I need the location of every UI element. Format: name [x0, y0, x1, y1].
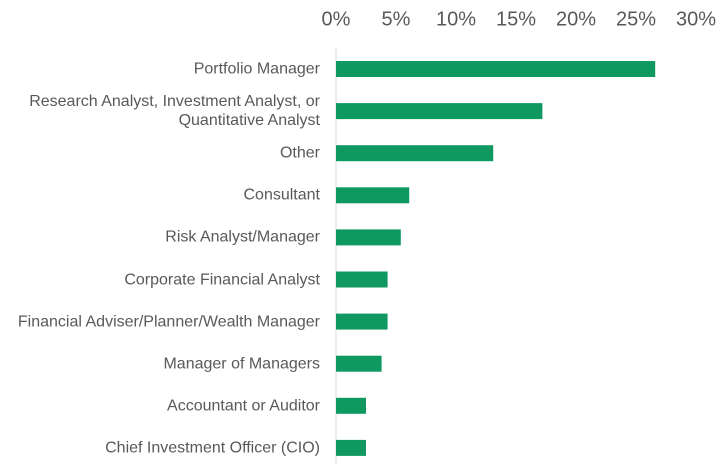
bar [336, 61, 656, 77]
y-tick-label: Consultant [243, 186, 321, 204]
y-tick-label: Risk Analyst/Manager [165, 228, 320, 246]
bar [336, 145, 494, 162]
y-tick-label: Chief Investment Officer (CIO) [105, 439, 320, 457]
x-tick-label: 25% [616, 8, 656, 30]
bar [336, 397, 366, 414]
y-tick-label: Accountant or Auditor [167, 397, 320, 415]
y-tick-label: Financial Adviser/Planner/Wealth Manager [17, 313, 320, 331]
bar [336, 187, 410, 204]
x-tick-label: 15% [496, 8, 536, 30]
x-tick-label: 5% [382, 8, 411, 30]
x-tick-label: 10% [436, 8, 476, 30]
bar [336, 439, 366, 456]
bar [336, 229, 401, 246]
x-tick-label: 0% [322, 8, 351, 30]
x-tick-label: 30% [676, 8, 716, 30]
bar [336, 355, 382, 372]
y-tick-label: Other [279, 144, 320, 162]
y-tick-label: Manager of Managers [163, 355, 320, 373]
bar [336, 103, 543, 120]
y-tick-label: Corporate Financial Analyst [124, 271, 320, 288]
y-tick-label: Portfolio Manager [193, 60, 320, 78]
bar [336, 271, 388, 288]
x-tick-label: 20% [556, 8, 596, 30]
y-tick-label: Research Analyst, Investment Analyst, or… [29, 93, 320, 130]
bar [336, 313, 388, 330]
